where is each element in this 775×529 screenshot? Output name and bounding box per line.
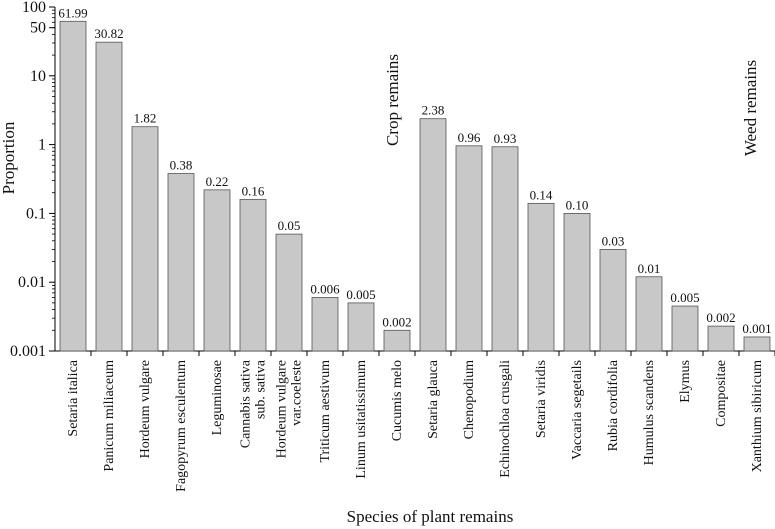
x-tick-label: Chenopodium bbox=[462, 360, 477, 439]
y-tick-label: 100 bbox=[22, 0, 46, 16]
x-tick-label: Echinochloa crusgali bbox=[498, 360, 513, 478]
data-label: 2.38 bbox=[422, 103, 445, 118]
x-tick-label-line: Cucumis melo bbox=[390, 360, 405, 441]
bar bbox=[131, 126, 159, 352]
x-tick-label: Vaccaria segetails bbox=[570, 360, 585, 460]
y-tick-labels: 100 50 10 1 0.1 0.01 0.001 bbox=[10, 0, 46, 360]
bar bbox=[383, 329, 411, 352]
data-label: 0.005 bbox=[346, 287, 375, 302]
x-tick-label: Cucumis melo bbox=[390, 360, 405, 441]
bar bbox=[95, 41, 123, 352]
x-tick-label-line: Hordeum vulgare bbox=[138, 360, 153, 458]
bar bbox=[275, 233, 303, 352]
bar bbox=[563, 212, 591, 352]
data-label: 0.93 bbox=[494, 131, 517, 146]
x-tick-label-line: Panicum miliaceum bbox=[102, 360, 117, 472]
x-tick-label: Setaria italica bbox=[66, 359, 81, 436]
x-tick-label: Triticum aestivum bbox=[318, 360, 333, 463]
y-tick-label: 0.1 bbox=[26, 205, 46, 222]
x-axis-title: Species of plant remains bbox=[347, 507, 514, 526]
bar bbox=[599, 248, 627, 352]
bar bbox=[419, 118, 447, 352]
x-tick-label: Hordeum vulgarevar.coeleste bbox=[275, 360, 305, 458]
bar bbox=[671, 305, 699, 352]
bar bbox=[527, 202, 555, 352]
x-tick-label-line: Elymus bbox=[678, 360, 693, 403]
data-label: 0.01 bbox=[638, 261, 661, 276]
x-tick-label-line: Fagopyrum esculentum bbox=[174, 360, 189, 492]
x-tick-label-line: Setaria italica bbox=[66, 359, 81, 436]
x-tick-label: Hordeum vulgare bbox=[138, 360, 153, 458]
y-axis-title: Proportion bbox=[0, 121, 18, 194]
x-tick-label: Humulus scandens bbox=[642, 360, 657, 465]
bar bbox=[167, 173, 195, 352]
x-tick-label-line: Setaria glauca bbox=[426, 359, 441, 439]
data-label: 1.82 bbox=[134, 111, 157, 126]
x-tick-label: Leguminosae bbox=[210, 360, 225, 435]
x-tick-labels: Setaria italica Panicum miliaceum Hordeum … bbox=[66, 359, 765, 492]
data-label: 0.002 bbox=[382, 314, 411, 329]
x-tick-label-line: Leguminosae bbox=[210, 360, 225, 435]
y-tick-label: 50 bbox=[30, 20, 46, 37]
x-tick-label: Panicum miliaceum bbox=[102, 360, 117, 472]
x-tick-label-line: var.coeleste bbox=[290, 360, 305, 426]
data-label: 0.14 bbox=[530, 187, 553, 202]
x-tick-label-line: sub. sativa bbox=[254, 359, 269, 419]
bars bbox=[59, 20, 771, 352]
x-tick-label-line: Compositae bbox=[714, 360, 729, 427]
data-label: 0.002 bbox=[706, 310, 735, 325]
x-tick-label: Setaria viridis bbox=[534, 360, 549, 438]
x-tick-label-line: Setaria viridis bbox=[534, 360, 549, 438]
y-tick-label: 10 bbox=[30, 68, 46, 85]
bar bbox=[203, 189, 231, 352]
data-label: 0.10 bbox=[566, 197, 589, 212]
data-label: 0.03 bbox=[602, 233, 625, 248]
y-tick-label: 0.01 bbox=[18, 274, 46, 291]
x-tick-label: Fagopyrum esculentum bbox=[174, 360, 189, 492]
bar bbox=[347, 302, 375, 352]
x-tick-label: Elymus bbox=[678, 360, 693, 403]
x-tick-label-line: Vaccaria segetails bbox=[570, 360, 585, 460]
data-label: 0.96 bbox=[458, 130, 481, 145]
x-tick-label-line: Hordeum vulgare bbox=[275, 360, 290, 458]
data-labels: 61.99 30.82 1.82 0.38 0.22 0.16 0.05 0.006 0.005… bbox=[58, 5, 771, 336]
x-tick-label-line: Chenopodium bbox=[462, 360, 477, 439]
bar bbox=[491, 146, 519, 352]
bar bbox=[743, 336, 771, 352]
x-tick-label: Setaria glauca bbox=[426, 359, 441, 439]
x-tick-label-line: Linum usitatissimum bbox=[354, 360, 369, 479]
group-label-crop: Crop remains bbox=[383, 54, 402, 146]
y-tick-label: 0.001 bbox=[10, 343, 46, 360]
bar bbox=[311, 297, 339, 352]
bar bbox=[239, 198, 267, 352]
x-tick-label-line: Xanthium sibiricum bbox=[750, 360, 765, 472]
x-tick-label: Cannabis sativasub. sativa bbox=[239, 359, 269, 448]
x-tick-label-line: Triticum aestivum bbox=[318, 360, 333, 463]
data-label: 30.82 bbox=[94, 26, 123, 41]
data-label: 0.22 bbox=[206, 174, 229, 189]
x-tick-label: Xanthium sibiricum bbox=[750, 360, 765, 472]
data-label: 0.001 bbox=[742, 321, 771, 336]
x-tick-label-line: Humulus scandens bbox=[642, 360, 657, 465]
bar bbox=[635, 276, 663, 352]
x-tick-label-line: Echinochloa crusgali bbox=[498, 360, 513, 478]
data-label: 0.006 bbox=[310, 281, 340, 296]
group-label-weed: Weed remains bbox=[741, 60, 760, 156]
bar bbox=[455, 145, 483, 352]
x-tick-label: Linum usitatissimum bbox=[354, 360, 369, 479]
data-label: 0.38 bbox=[170, 158, 193, 173]
x-tick-label: Rubia cordifolia bbox=[606, 359, 621, 451]
data-label: 61.99 bbox=[58, 5, 87, 20]
bar bbox=[59, 20, 87, 352]
x-tick-label-line: Cannabis sativa bbox=[239, 359, 254, 448]
x-tick-label: Compositae bbox=[714, 360, 729, 427]
x-tick-label-line: Rubia cordifolia bbox=[606, 359, 621, 451]
bar bbox=[707, 325, 735, 352]
y-tick-label: 1 bbox=[38, 137, 46, 154]
data-label: 0.005 bbox=[670, 290, 699, 305]
data-label: 0.16 bbox=[242, 183, 265, 198]
data-label: 0.05 bbox=[278, 218, 301, 233]
